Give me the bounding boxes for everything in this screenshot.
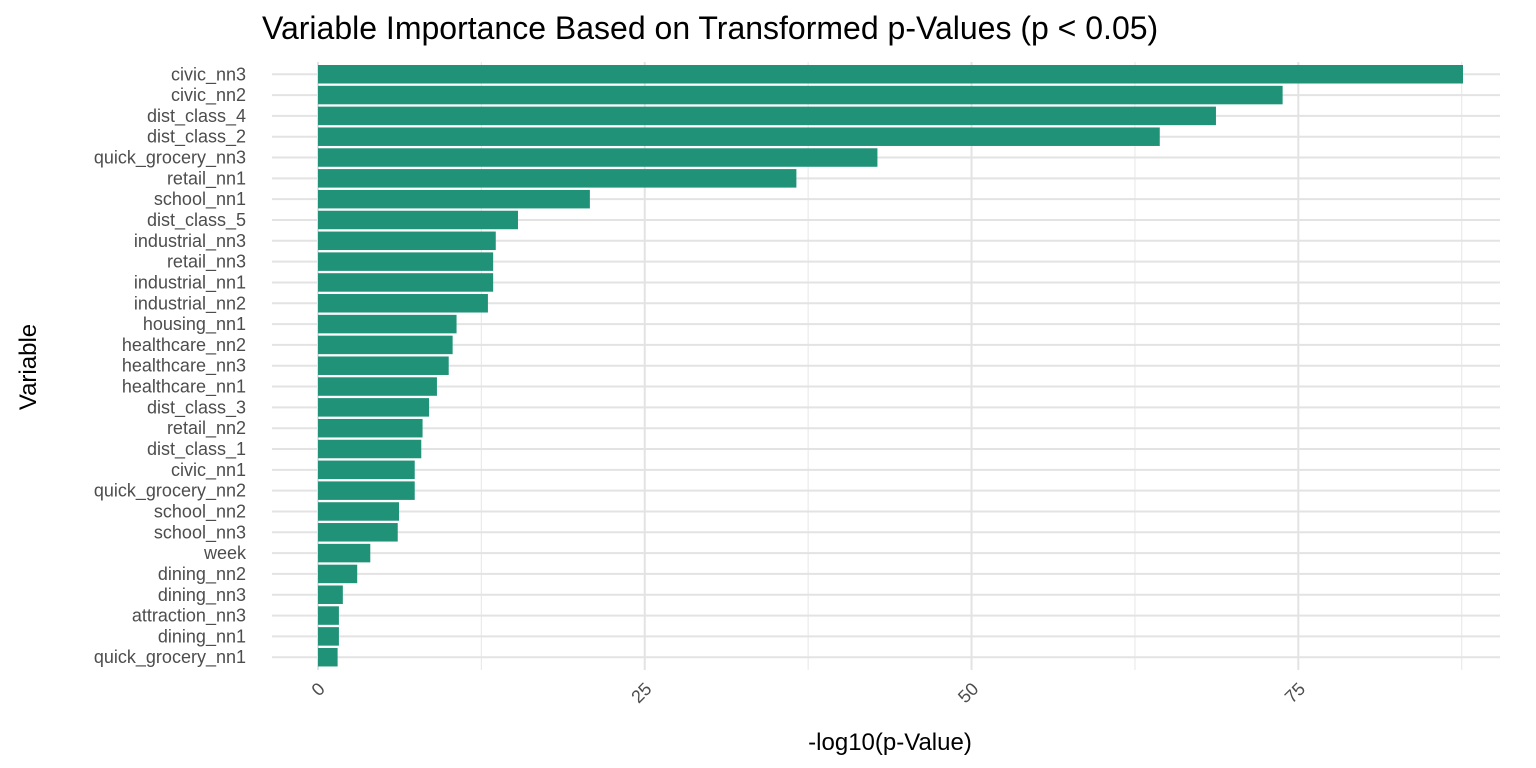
chart-title: Variable Importance Based on Transformed… — [262, 10, 1159, 46]
y-axis-title: Variable — [15, 324, 42, 410]
y-tick-label: quick_grocery_nn1 — [94, 647, 246, 668]
bar-retail_nn3 — [318, 252, 494, 271]
bar-retail_nn1 — [318, 169, 797, 188]
y-tick-label: dining_nn2 — [158, 564, 246, 585]
bar-dist_class_2 — [318, 127, 1160, 146]
y-tick-label: industrial_nn2 — [134, 293, 246, 314]
y-tick-label: school_nn1 — [154, 189, 246, 210]
y-tick-label: attraction_nn3 — [132, 606, 246, 627]
y-tick-label: quick_grocery_nn3 — [94, 148, 246, 169]
bar-school_nn1 — [318, 189, 590, 209]
y-tick-label: dining_nn1 — [158, 626, 246, 647]
y-tick-label: dist_class_5 — [147, 210, 246, 231]
y-tick-label: school_nn2 — [154, 501, 246, 522]
bars — [318, 65, 1463, 667]
x-tick-labels: 0 25 50 75 — [308, 679, 1310, 707]
bar-quick_grocery_nn2 — [318, 481, 415, 500]
bar-retail_nn2 — [318, 418, 423, 438]
bar-dining_nn1 — [318, 627, 339, 646]
bar-civic_nn2 — [318, 85, 1283, 105]
bar-civic_nn1 — [318, 460, 415, 480]
y-tick-label: dist_class_2 — [147, 127, 246, 148]
y-tick-label: retail_nn3 — [167, 252, 246, 273]
bar-quick_grocery_nn3 — [318, 148, 878, 167]
y-tick-label: healthcare_nn2 — [122, 335, 246, 356]
y-tick-label: civic_nn1 — [171, 460, 246, 481]
bar-healthcare_nn3 — [318, 356, 449, 375]
y-tick-label: housing_nn1 — [143, 314, 246, 335]
bar-week — [318, 543, 371, 563]
y-tick-label: dist_class_3 — [147, 397, 246, 418]
bar-housing_nn1 — [318, 314, 457, 334]
x-axis-title: -log10(p-Value) — [808, 729, 972, 756]
x-tick-label: 50 — [954, 679, 982, 707]
bar-quick_grocery_nn1 — [318, 647, 338, 667]
y-tick-label: healthcare_nn1 — [122, 377, 246, 398]
bar-healthcare_nn2 — [318, 335, 453, 355]
bar-industrial_nn2 — [318, 294, 488, 313]
y-tick-label: dist_class_1 — [147, 439, 246, 460]
y-tick-label: week — [203, 543, 247, 563]
bar-school_nn3 — [318, 523, 398, 542]
bar-civic_nn3 — [318, 65, 1463, 84]
x-tick-label: 0 — [308, 679, 329, 700]
bar-industrial_nn1 — [318, 273, 494, 292]
bar-dining_nn2 — [318, 564, 358, 584]
bar-dist_class_3 — [318, 398, 430, 417]
bar-school_nn2 — [318, 502, 400, 521]
bar-dining_nn3 — [318, 585, 343, 604]
y-tick-label: dining_nn3 — [158, 585, 246, 606]
y-tick-label: school_nn3 — [154, 522, 246, 543]
x-tick-label: 25 — [627, 679, 655, 707]
y-tick-label: industrial_nn3 — [134, 231, 246, 252]
bar-dist_class_4 — [318, 106, 1216, 126]
bar-healthcare_nn1 — [318, 377, 437, 396]
y-tick-label: civic_nn2 — [171, 85, 246, 106]
y-tick-label: healthcare_nn3 — [122, 356, 246, 377]
y-tick-label: civic_nn3 — [171, 64, 246, 85]
y-tick-labels: civic_nn3civic_nn2dist_class_4dist_class… — [94, 64, 247, 668]
bar-industrial_nn3 — [318, 231, 496, 251]
y-tick-label: dist_class_4 — [147, 106, 246, 127]
y-tick-label: quick_grocery_nn2 — [94, 481, 246, 502]
y-tick-label: retail_nn1 — [167, 168, 246, 189]
bar-dist_class_1 — [318, 439, 422, 459]
x-tick-label: 75 — [1281, 679, 1309, 707]
y-tick-label: industrial_nn1 — [134, 272, 246, 293]
bar-dist_class_5 — [318, 210, 518, 230]
y-tick-label: retail_nn2 — [167, 418, 246, 439]
bar-attraction_nn3 — [318, 606, 339, 625]
